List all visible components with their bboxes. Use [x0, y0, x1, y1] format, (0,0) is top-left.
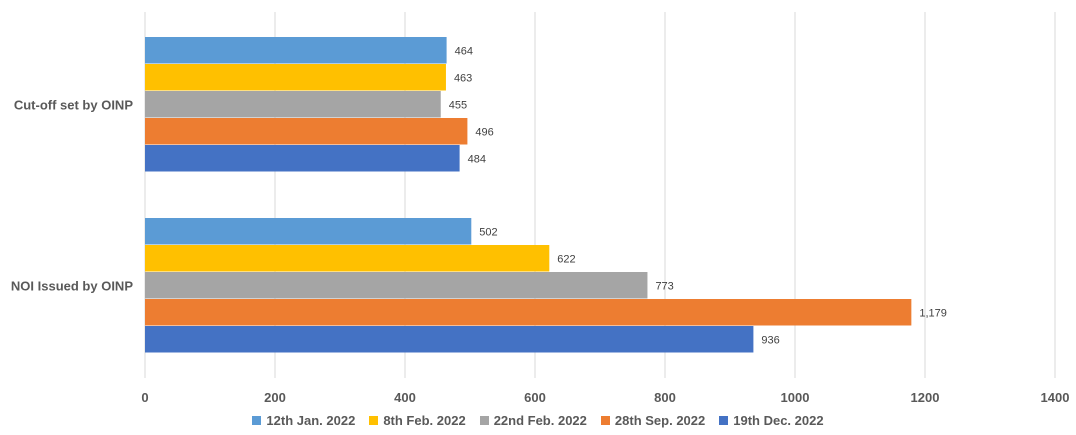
data-label: 484 — [468, 154, 486, 166]
data-label: 502 — [479, 227, 497, 239]
legend-item: 12th Jan. 2022 — [252, 413, 355, 428]
bar — [145, 145, 460, 172]
x-tick-label: 600 — [524, 390, 546, 405]
bar — [145, 64, 446, 91]
legend-item: 8th Feb. 2022 — [369, 413, 466, 428]
legend-swatch — [369, 416, 379, 425]
x-tick-label: 0 — [141, 390, 148, 405]
bar — [145, 326, 754, 353]
data-label: 463 — [454, 73, 472, 85]
x-tick-label: 1400 — [1041, 390, 1070, 405]
legend-item: 19th Dec. 2022 — [719, 413, 824, 428]
x-tick-label: 800 — [654, 390, 676, 405]
legend-label: 19th Dec. 2022 — [733, 413, 824, 428]
bar — [145, 245, 550, 272]
legend-swatch — [600, 416, 610, 425]
legend-label: 8th Feb. 2022 — [383, 413, 466, 428]
data-label: 622 — [557, 254, 575, 266]
bar — [145, 299, 912, 326]
bar — [145, 118, 468, 145]
legend: 12th Jan. 2022 8th Feb. 2022 22nd Feb. 202… — [0, 413, 1076, 428]
x-tick-label: 1000 — [781, 390, 810, 405]
data-label: 496 — [475, 127, 493, 139]
bar — [145, 272, 648, 299]
bar-chart: 0 200 400 600 800 1000 1200 1400 Cut-off set by … — [11, 12, 1070, 405]
legend-label: 12th Jan. 2022 — [266, 413, 356, 428]
bar — [145, 91, 441, 118]
legend-item: 22nd Feb. 2022 — [479, 413, 587, 428]
legend-swatch — [252, 416, 262, 425]
x-tick-label: 1200 — [911, 390, 940, 405]
x-tick-label: 400 — [394, 390, 416, 405]
legend-swatch — [479, 416, 489, 425]
data-label: 773 — [655, 281, 673, 293]
category-label: Cut-off set by OINP — [14, 98, 133, 113]
bar — [145, 218, 472, 245]
bar — [145, 37, 447, 64]
x-tick-label: 200 — [264, 390, 286, 405]
legend-label: 22nd Feb. 2022 — [493, 413, 587, 428]
legend-swatch — [719, 416, 729, 425]
data-label: 455 — [449, 100, 467, 112]
data-label: 1,179 — [919, 308, 947, 320]
legend-label: 28th Sep. 2022 — [614, 413, 706, 428]
data-label: 936 — [761, 335, 779, 347]
legend-item: 28th Sep. 2022 — [600, 413, 706, 428]
data-label: 464 — [455, 46, 473, 58]
category-label: NOI Issued by OINP — [11, 279, 133, 294]
